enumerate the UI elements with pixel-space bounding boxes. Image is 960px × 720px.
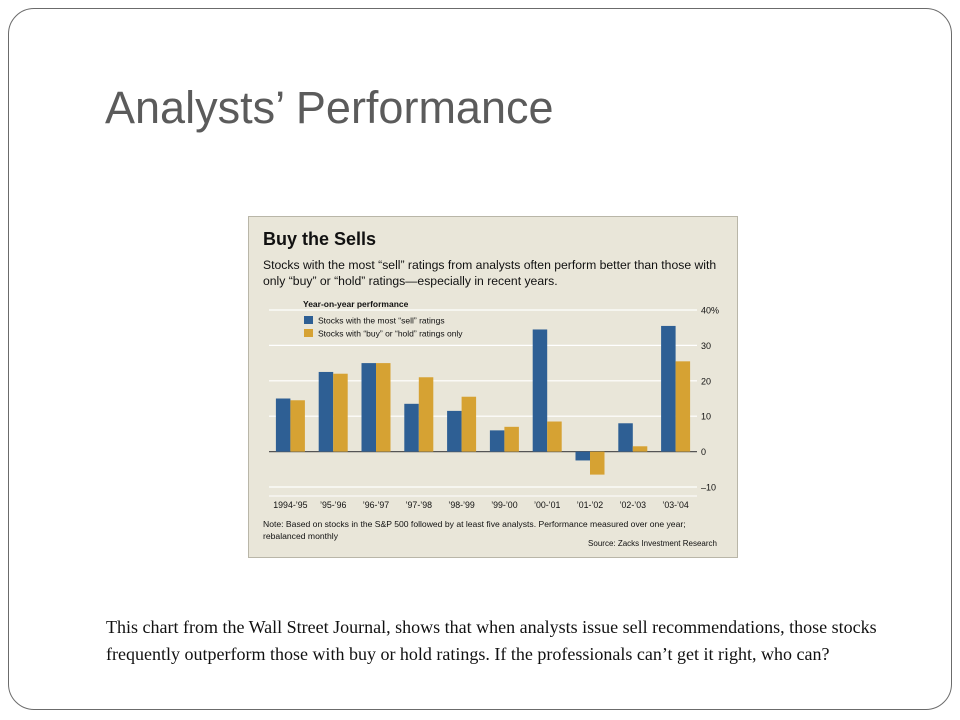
x-tick-label: ’03-’04: [662, 500, 689, 510]
x-tick-label: 1994-’95: [273, 500, 307, 510]
legend-label: Stocks with “buy” or “hold” ratings only: [318, 329, 463, 339]
chart-note: Note: Based on stocks in the S&P 500 fol…: [263, 519, 686, 541]
x-tick-label: ’99-’00: [491, 500, 518, 510]
bar: [418, 377, 434, 452]
y-tick-label: –10: [701, 483, 716, 493]
chart-source: Source: Zacks Investment Research: [588, 539, 717, 548]
legend-swatch: [304, 316, 313, 324]
bar: [290, 400, 305, 452]
bar: [447, 410, 462, 452]
x-tick-label: ’00-’01: [534, 500, 561, 510]
bar-chart: 40% 30 20 10 0 –10 Year-on-year performance Sto…: [269, 299, 719, 510]
slide-body-text: This chart from the Wall Street Journal,…: [106, 617, 877, 664]
x-tick-label: ’96-’97: [363, 500, 390, 510]
bar: [661, 325, 676, 452]
x-tick-label: ’98-’99: [448, 500, 475, 510]
bar: [532, 329, 548, 452]
y-tick-label: 0: [701, 447, 706, 457]
bar: [489, 430, 505, 452]
legend-title: Year-on-year performance: [303, 299, 409, 309]
bar: [590, 451, 605, 475]
bar: [675, 361, 691, 452]
chart-panel: Buy the Sells Stocks with the most “sell…: [248, 216, 738, 558]
x-tick-label: ’95-’96: [320, 500, 347, 510]
bar: [333, 373, 348, 452]
bar: [376, 363, 391, 452]
bar: [575, 451, 590, 461]
bar: [275, 398, 291, 452]
bar: [632, 446, 648, 452]
y-tick-label: 40%: [701, 306, 719, 316]
bar: [618, 423, 633, 452]
y-tick-label: 10: [701, 412, 711, 422]
bar: [504, 426, 519, 452]
legend-label: Stocks with the most “sell” ratings: [318, 316, 445, 326]
slide-title: Analysts’ Performance: [105, 82, 554, 133]
bar: [547, 421, 562, 452]
y-tick-label: 30: [701, 341, 711, 351]
bar: [361, 363, 376, 452]
bar: [404, 403, 419, 452]
legend-swatch: [304, 329, 313, 337]
x-tick-label: ’02-’03: [620, 500, 647, 510]
y-tick-label: 20: [701, 376, 711, 386]
bar: [461, 396, 477, 452]
chart-subtitle: Stocks with the most “sell” ratings from…: [263, 258, 717, 288]
x-tick-label: ’01-’02: [577, 500, 604, 510]
x-tick-label: ’97-’98: [406, 500, 433, 510]
bar: [318, 371, 334, 452]
chart-title: Buy the Sells: [263, 229, 377, 249]
